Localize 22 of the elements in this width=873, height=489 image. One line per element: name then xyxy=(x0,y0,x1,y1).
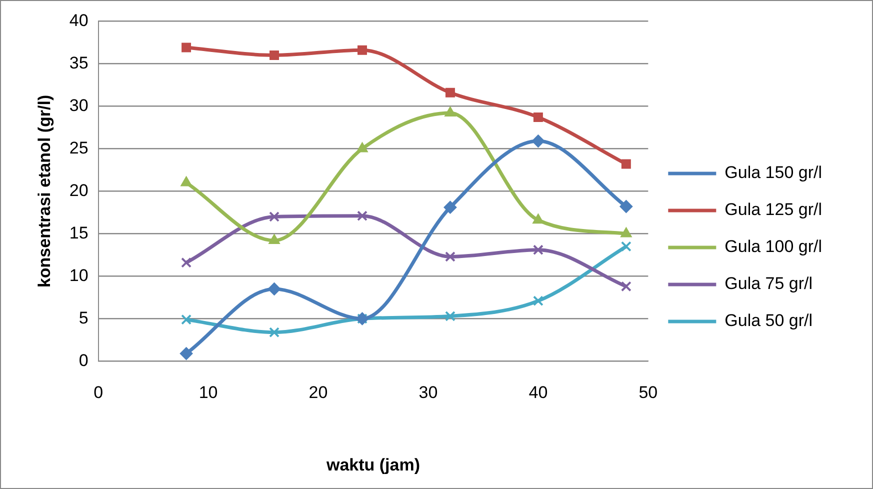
legend-label: Gula 125 gr/l xyxy=(724,200,822,220)
x-tick-label: 10 xyxy=(198,383,218,402)
legend-label: Gula 150 gr/l xyxy=(724,163,822,182)
y-tick-label: 5 xyxy=(78,308,88,328)
y-tick-label: 15 xyxy=(69,223,88,242)
legend-label: Gula 75 gr/l xyxy=(724,274,813,294)
y-tick-label: 35 xyxy=(69,53,88,72)
legend-label: Gula 100 gr/l xyxy=(724,237,822,256)
x-axis-title: waktu (jam) xyxy=(325,455,420,474)
x-tick-label: 30 xyxy=(418,383,438,402)
legend-label: Gula 50 gr/l xyxy=(724,311,813,330)
x-tick-label: 20 xyxy=(308,383,328,402)
y-tick-label: 10 xyxy=(69,266,88,285)
x-tick-label: 0 xyxy=(94,383,104,402)
y-axis-title: konsentrasi etanol (gr/l) xyxy=(34,94,54,288)
x-tick-label: 40 xyxy=(528,383,548,402)
y-tick-label: 30 xyxy=(69,96,88,115)
y-tick-label: 0 xyxy=(78,350,88,370)
y-tick-label: 25 xyxy=(69,138,88,158)
x-tick-label: 50 xyxy=(638,383,658,402)
y-tick-label: 40 xyxy=(69,10,88,30)
y-tick-label: 20 xyxy=(69,180,88,200)
